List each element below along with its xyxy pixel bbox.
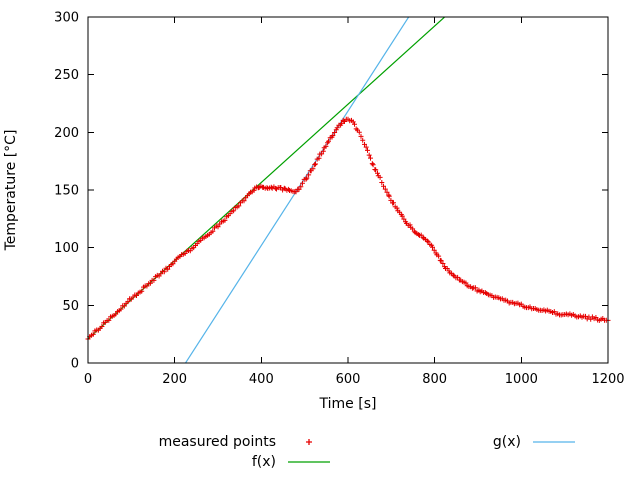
y-tick-label: 300 (54, 11, 79, 26)
y-axis-label: Temperature [°C] (3, 130, 19, 252)
y-tick-label: 200 (54, 126, 79, 141)
legend-entry-f: f(x) (120, 453, 332, 471)
plot-border (87, 16, 609, 364)
series-line-g(x) (184, 17, 410, 363)
y-tick-label: 50 (62, 299, 79, 314)
x-tick-label: 1000 (505, 372, 538, 387)
y-tick-label: 100 (54, 241, 79, 256)
x-axis-label: Time [s] (319, 396, 377, 412)
axis-tick-labels: 0 200 400 600 800 1000 1200 0 50 100 150 200 250 300 (54, 11, 624, 388)
legend-label-f: f(x) (251, 454, 276, 470)
x-tick-label: 600 (336, 372, 361, 387)
x-tick-label: 0 (84, 372, 92, 387)
plot-dynamic-content: 0 200 400 600 800 1000 1200 0 50 100 150 200 250 300 (54, 11, 624, 388)
legend-entry-measured-points: measured points (120, 433, 332, 451)
line-sample-icon-f (288, 461, 330, 463)
y-tick-label: 250 (54, 68, 79, 83)
legend-label-g: g(x) (492, 434, 521, 450)
axis-ticks (87, 16, 609, 364)
legend-label-measured-points: measured points (158, 434, 276, 450)
x-tick-label: 400 (249, 372, 274, 387)
x-tick-label: 800 (422, 372, 447, 387)
y-tick-label: 150 (54, 184, 79, 199)
plus-marker-icon (306, 439, 312, 445)
x-tick-label: 200 (162, 372, 187, 387)
series-measured-points (85, 116, 611, 342)
legend-entry-g: g(x) (365, 433, 577, 451)
series-line-f(x) (88, 17, 446, 340)
x-tick-label: 1200 (591, 372, 624, 387)
line-sample-icon-g (533, 441, 575, 443)
y-tick-label: 0 (71, 357, 79, 372)
